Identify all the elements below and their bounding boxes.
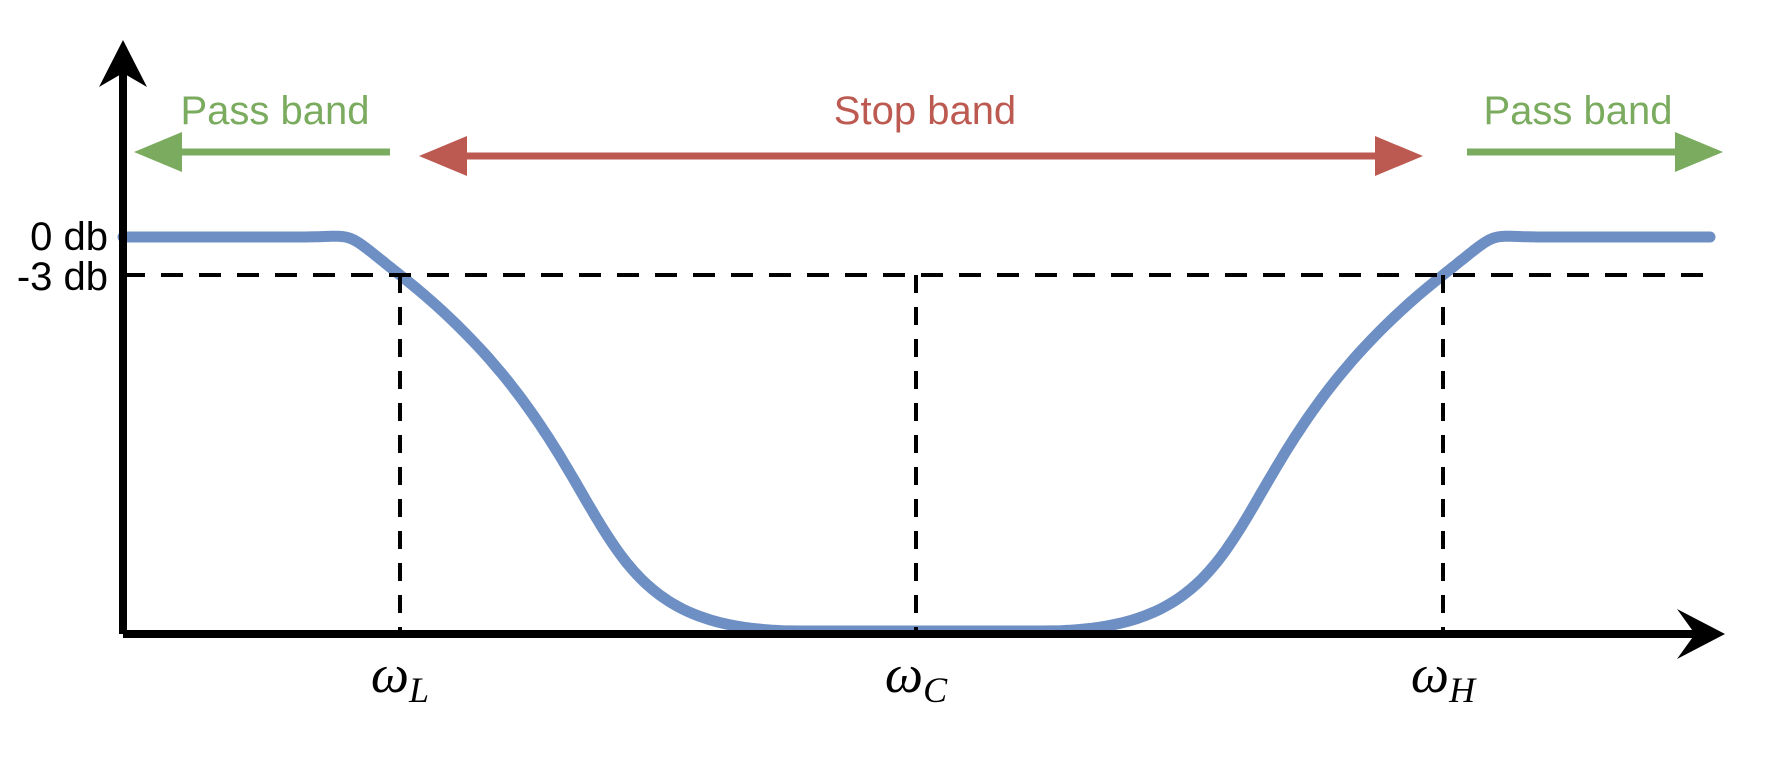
svg-text:Pass band: Pass band (180, 89, 369, 133)
svg-text:Stop band: Stop band (834, 89, 1016, 133)
svg-text:Pass band: Pass band (1483, 89, 1672, 133)
svg-text:ωC: ωC (885, 644, 948, 710)
svg-text:-3 db: -3 db (17, 255, 108, 299)
svg-text:0 db: 0 db (30, 215, 108, 259)
svg-text:ωH: ωH (1411, 644, 1477, 710)
svg-text:ωL: ωL (371, 644, 429, 710)
